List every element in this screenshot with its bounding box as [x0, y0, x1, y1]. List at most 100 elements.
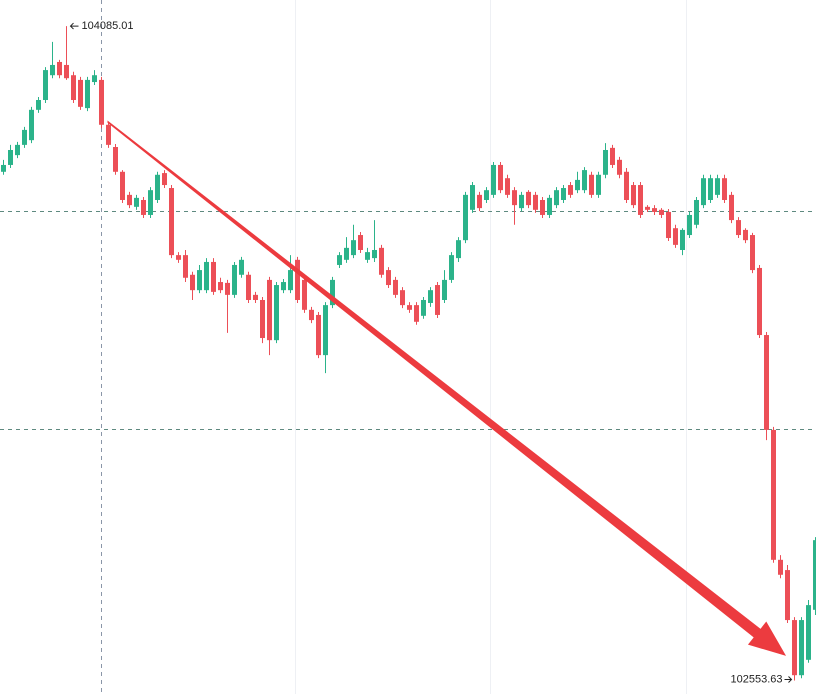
candle-body — [778, 559, 783, 575]
candle-body — [757, 267, 762, 336]
candle-body — [211, 261, 216, 292]
candle-body — [638, 185, 643, 215]
candle-body — [113, 147, 118, 172]
candle-body — [379, 247, 384, 275]
candle-body — [260, 299, 265, 339]
candle-body — [603, 149, 608, 175]
candles — [1, 26, 816, 681]
candle-body — [610, 147, 615, 165]
trend-arrow — [107, 120, 787, 656]
candle-body — [99, 79, 104, 125]
candle-body — [288, 270, 293, 291]
candle-body — [764, 335, 769, 430]
candle-body — [309, 309, 314, 321]
candle-body — [680, 229, 685, 250]
candle-body — [652, 208, 657, 212]
candle-body — [456, 240, 461, 259]
candle-body — [71, 75, 76, 100]
annotation-arrow — [784, 676, 793, 683]
candle-body — [120, 171, 125, 200]
candle-body — [589, 174, 594, 195]
candle-body — [281, 282, 286, 291]
candle-body — [169, 188, 174, 256]
candle-body — [337, 255, 342, 265]
candle-body — [218, 282, 223, 291]
candle-body — [806, 605, 811, 660]
candle-body — [477, 194, 482, 209]
candle-body — [568, 185, 573, 195]
candle-body — [190, 274, 195, 291]
candle-body — [1, 164, 6, 172]
candle-body — [85, 79, 90, 109]
candle-body — [225, 282, 230, 295]
candle-body — [29, 109, 34, 141]
candle-body — [624, 171, 629, 200]
candle-body — [176, 255, 181, 260]
candle-body — [799, 620, 804, 676]
candle-body — [463, 194, 468, 241]
candle-body — [78, 79, 83, 107]
candle-body — [442, 279, 447, 300]
high-annotation: 104085.01 — [69, 20, 134, 32]
candle-body — [22, 129, 27, 145]
candle-body — [106, 124, 111, 145]
candle-body — [183, 255, 188, 278]
candle-body — [64, 64, 69, 79]
candle-body — [372, 249, 377, 259]
candle-body — [435, 285, 440, 315]
candle-body — [484, 190, 489, 200]
low-label: 102553.63 — [731, 673, 783, 685]
candle-body — [232, 264, 237, 295]
candle-body — [162, 173, 167, 186]
candle-body — [533, 194, 538, 210]
candle-body — [526, 191, 531, 206]
candle-body — [722, 178, 727, 200]
candle-body — [92, 75, 97, 83]
candle-body — [400, 290, 405, 306]
candle-body — [57, 61, 62, 76]
candle-body — [414, 305, 419, 322]
candle-body — [792, 620, 797, 676]
candle-body — [687, 214, 692, 236]
candle-body — [491, 164, 496, 195]
candle-body — [547, 197, 552, 215]
candle-body — [715, 178, 720, 195]
candle-body — [50, 64, 55, 76]
candle-body — [729, 194, 734, 221]
candle-body — [540, 199, 545, 215]
candle-body — [8, 149, 13, 165]
candle-body — [407, 305, 412, 310]
candle-body — [596, 174, 601, 195]
high-label: 104085.01 — [82, 20, 134, 32]
candle-body — [204, 261, 209, 291]
candle-body — [498, 164, 503, 191]
candle-body — [694, 199, 699, 225]
candle-body — [750, 235, 755, 271]
candle-body — [393, 279, 398, 295]
candle-body — [743, 229, 748, 241]
candle-body — [386, 270, 391, 286]
candle-body — [358, 235, 363, 250]
candle-body — [554, 190, 559, 206]
candle-body — [344, 247, 349, 260]
candle-body — [449, 255, 454, 280]
candle-body — [330, 279, 335, 306]
candle-body — [148, 190, 153, 215]
candle-body — [617, 159, 622, 175]
candle-body — [519, 194, 524, 209]
annotation-arrow — [69, 22, 79, 30]
candle-body — [785, 570, 790, 621]
candle-body — [43, 70, 48, 100]
candle-body — [575, 179, 580, 191]
candle-body — [246, 274, 251, 300]
candle-body — [736, 220, 741, 236]
candle-body — [645, 206, 650, 210]
candle-body — [666, 211, 671, 239]
candle-body — [323, 305, 328, 356]
candle-body — [274, 285, 279, 341]
candle-body — [15, 144, 20, 156]
candle-body — [512, 190, 517, 206]
